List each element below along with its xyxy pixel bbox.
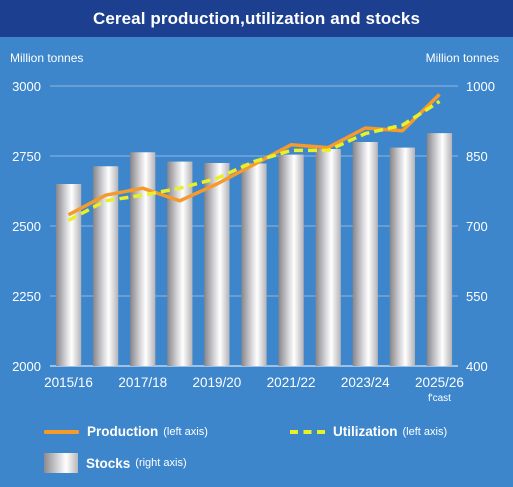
right-tick-label: 700	[466, 219, 488, 234]
stocks-bars	[55, 133, 453, 366]
left-tick-label: 2000	[12, 359, 41, 374]
legend-production-note: (left axis)	[163, 425, 208, 438]
stocks-bar	[130, 152, 156, 366]
stocks-bar	[204, 163, 230, 366]
production-line	[67, 93, 441, 217]
right-tick-label: 550	[466, 289, 488, 304]
right-tick-label: 400	[466, 359, 488, 374]
stocks-bar	[389, 147, 415, 366]
stocks-bar	[167, 161, 193, 366]
title-bar: Cereal production,utilization and stocks	[0, 0, 513, 37]
stocks-swatch	[44, 453, 78, 473]
legend-production-label: Production	[87, 424, 159, 439]
legend-stocks: Stocks (right axis)	[44, 453, 187, 473]
left-tick-label: 2250	[12, 289, 41, 304]
utilization-line	[67, 99, 441, 222]
x-tick-label: 2023/24	[341, 375, 390, 390]
stocks-bar	[352, 142, 378, 366]
right-tick-label: 1000	[466, 79, 495, 94]
legend-stocks-note: (right axis)	[135, 457, 187, 469]
line-series	[67, 93, 441, 222]
x-tick-label: 2015/16	[44, 375, 93, 390]
left-tick-label: 2500	[12, 219, 41, 234]
chart-title: Cereal production,utilization and stocks	[92, 8, 421, 28]
x-tick-label: 2019/20	[193, 375, 242, 390]
utilization-swatch	[290, 429, 325, 434]
left-tick-label: 2750	[12, 149, 41, 164]
legend-utilization-label: Utilization	[333, 424, 398, 439]
stocks-bar	[426, 133, 453, 366]
stocks-bar	[278, 154, 304, 366]
x-tick-label: 2021/22	[267, 375, 316, 390]
stocks-bar	[315, 149, 341, 366]
legend-utilization-note: (left axis)	[402, 425, 448, 438]
x-tick-label: 2017/18	[118, 375, 167, 390]
legend-production: Production (left axis)	[44, 424, 208, 439]
right-axis-unit: Million tonnes	[425, 51, 499, 65]
x-tick-label: 2025/26	[415, 375, 464, 390]
right-tick-label: 850	[466, 149, 488, 164]
legend-utilization: Utilization (left axis)	[290, 424, 447, 439]
tick-labels: 2000 2250 2500 2750 3000 400 550 700 850 1000 2015…	[12, 79, 495, 404]
left-tick-label: 3000	[12, 79, 41, 94]
legend-stocks-label: Stocks	[86, 455, 131, 471]
x-tick-sublabel: f'cast	[428, 393, 451, 404]
left-axis-unit: Million tonnes	[10, 51, 84, 65]
production-swatch	[44, 429, 79, 434]
stocks-bar	[241, 163, 267, 366]
